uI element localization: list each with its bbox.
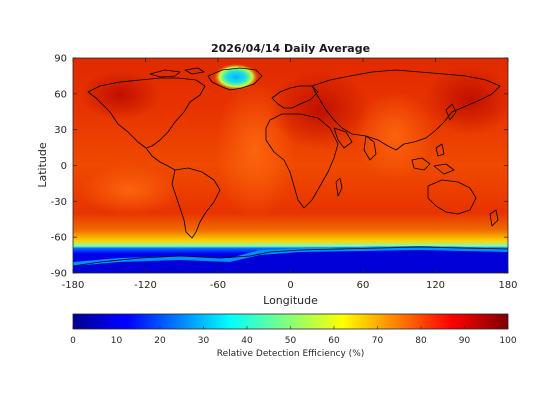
y-axis-label: Latitude bbox=[36, 142, 49, 188]
colorbar-tick-label: 80 bbox=[415, 336, 427, 346]
colorbar-tick-label: 50 bbox=[285, 336, 297, 346]
chart-title: 2026/04/14 Daily Average bbox=[211, 42, 370, 55]
y-tick-label: 60 bbox=[54, 89, 67, 100]
x-tick-label: 120 bbox=[426, 280, 445, 291]
x-tick-label: -120 bbox=[134, 280, 157, 291]
y-tick-label: 90 bbox=[54, 54, 67, 65]
y-axis-ticks: 90 60 30 0 -30 -60 -90 bbox=[51, 54, 508, 280]
colorbar-tick-label: 100 bbox=[499, 336, 516, 346]
colorbar-tick-label: 0 bbox=[70, 336, 76, 346]
heatmap-field bbox=[73, 58, 508, 273]
x-tick-label: -180 bbox=[62, 280, 85, 291]
colorbar-ticks: 0 10 20 30 40 50 60 70 80 90 100 bbox=[70, 326, 517, 346]
x-tick-label: 0 bbox=[287, 280, 293, 291]
y-tick-label: 0 bbox=[61, 161, 67, 172]
colorbar-tick-label: 60 bbox=[328, 336, 340, 346]
y-tick-label: -30 bbox=[51, 197, 67, 208]
coastlines bbox=[73, 67, 508, 267]
colorbar-tick-label: 40 bbox=[241, 336, 253, 346]
y-tick-label: -90 bbox=[51, 269, 67, 280]
colorbar-tick-label: 20 bbox=[154, 336, 166, 346]
x-axis-ticks: -180 -120 -60 0 60 120 180 bbox=[62, 58, 518, 291]
colorbar-tick-label: 90 bbox=[459, 336, 471, 346]
y-tick-label: 30 bbox=[54, 125, 67, 136]
x-tick-label: -60 bbox=[210, 280, 226, 291]
x-axis-label: Longitude bbox=[263, 294, 318, 307]
colorbar-tick-label: 70 bbox=[372, 336, 384, 346]
x-tick-label: 180 bbox=[498, 280, 517, 291]
colorbar-tick-label: 30 bbox=[198, 336, 210, 346]
x-tick-label: 60 bbox=[357, 280, 370, 291]
colorbar-label: Relative Detection Efficiency (%) bbox=[217, 349, 365, 359]
y-tick-label: -60 bbox=[51, 233, 67, 244]
colorbar-tick-label: 10 bbox=[111, 336, 123, 346]
